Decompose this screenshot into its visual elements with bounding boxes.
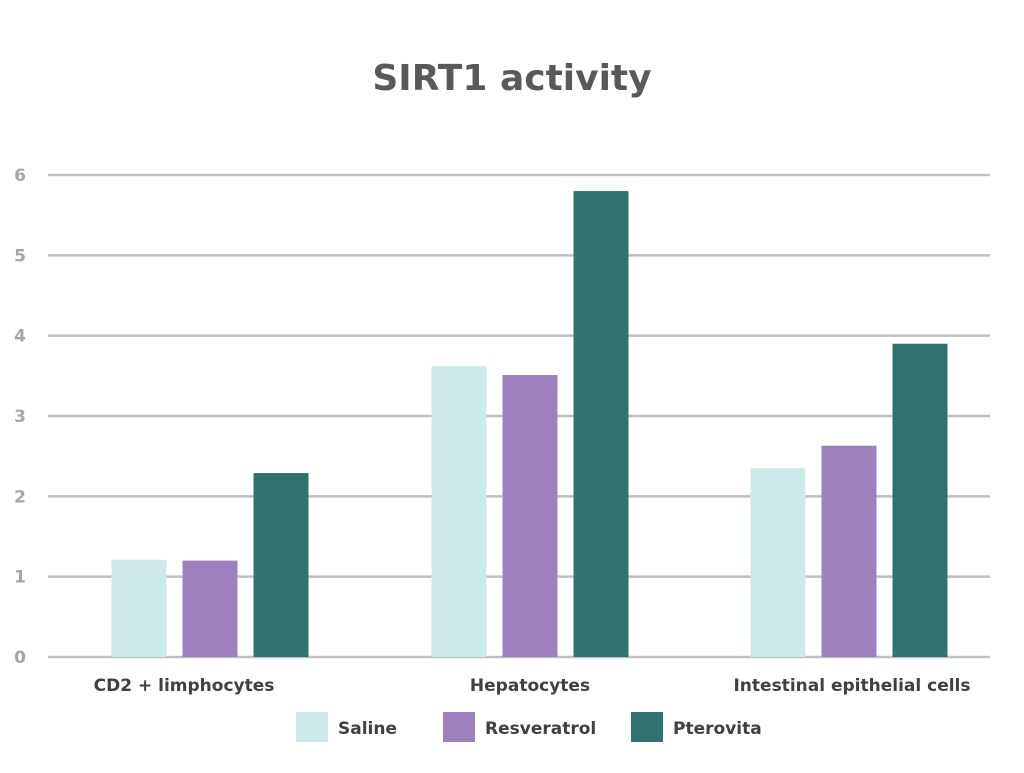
legend-label: Saline (338, 719, 397, 739)
y-tick-label: 6 (14, 166, 26, 186)
legend-swatch (443, 712, 475, 742)
chart-title: SIRT1 activity (372, 58, 651, 99)
bar-resveratrol (502, 375, 558, 657)
y-tick-label: 4 (14, 327, 26, 347)
bar-pterovita (573, 191, 629, 658)
y-tick-label: 0 (14, 648, 26, 668)
legend-label: Pterovita (673, 719, 762, 739)
y-tick-label: 1 (14, 568, 26, 588)
y-tick-label: 2 (14, 487, 26, 507)
bar-pterovita (892, 343, 948, 657)
legend-swatch (631, 712, 663, 742)
x-category-label: CD2 + limphocytes (94, 676, 275, 696)
bar-resveratrol (182, 560, 238, 657)
x-category-label: Intestinal epithelial cells (733, 676, 970, 696)
legend-swatch (296, 712, 328, 742)
bar-resveratrol (821, 445, 877, 657)
bar-pterovita (253, 473, 309, 657)
x-category-label: Hepatocytes (470, 676, 590, 696)
bar-saline (431, 366, 487, 657)
y-tick-label: 5 (14, 246, 26, 266)
y-tick-label: 3 (14, 407, 26, 427)
legend-label: Resveratrol (485, 719, 596, 739)
bar-saline (111, 559, 167, 657)
bar-saline (750, 468, 806, 657)
